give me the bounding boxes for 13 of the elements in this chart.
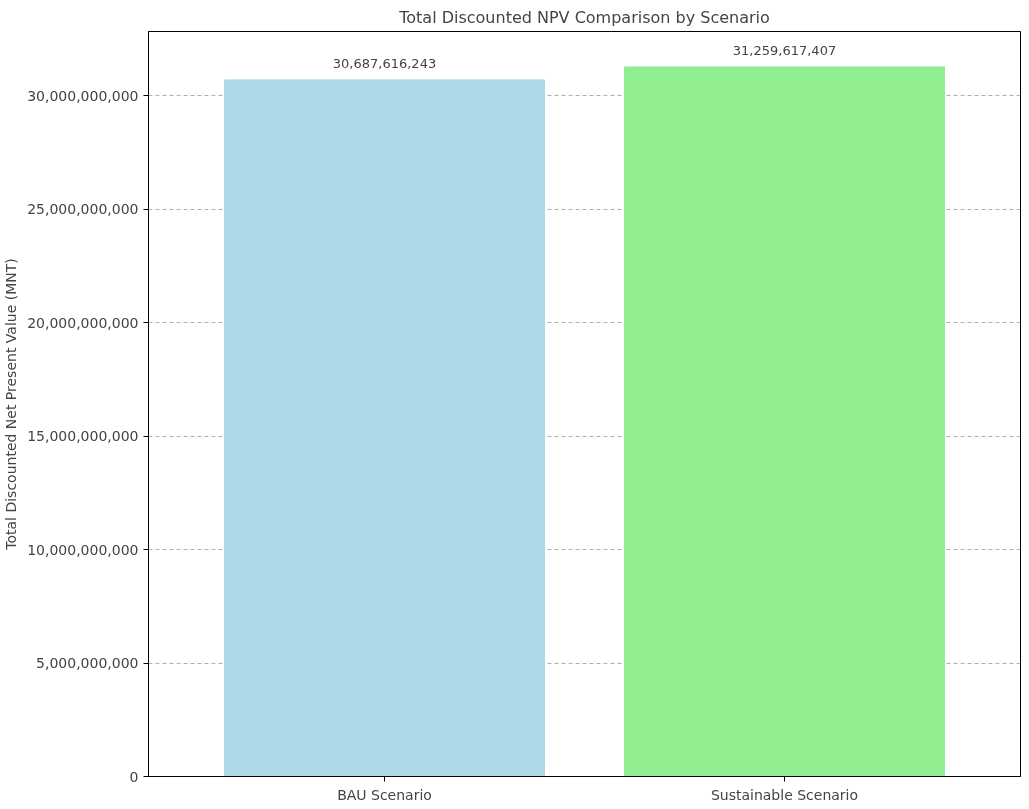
data-label: 30,687,616,243 [332,55,437,71]
y-tick-label: 25,000,000,000 [27,201,139,218]
y-tick-label: 10,000,000,000 [27,541,139,558]
y-tick-label: 15,000,000,000 [27,428,139,445]
data-label: 31,259,617,407 [732,42,837,58]
x-tick-label: Sustainable Scenario [710,786,859,803]
y-tick-label: 0 [129,768,139,785]
y-tick-label: 30,000,000,000 [27,87,139,104]
y-tick-label: 20,000,000,000 [27,314,139,331]
chart-title: Total Discounted NPV Comparison by Scenario [398,7,770,27]
x-tick-label: BAU Scenario [337,786,432,803]
y-tick-label: 5,000,000,000 [36,655,139,671]
y-axis-title: Total Discounted Net Present Value (MNT) [3,258,20,551]
